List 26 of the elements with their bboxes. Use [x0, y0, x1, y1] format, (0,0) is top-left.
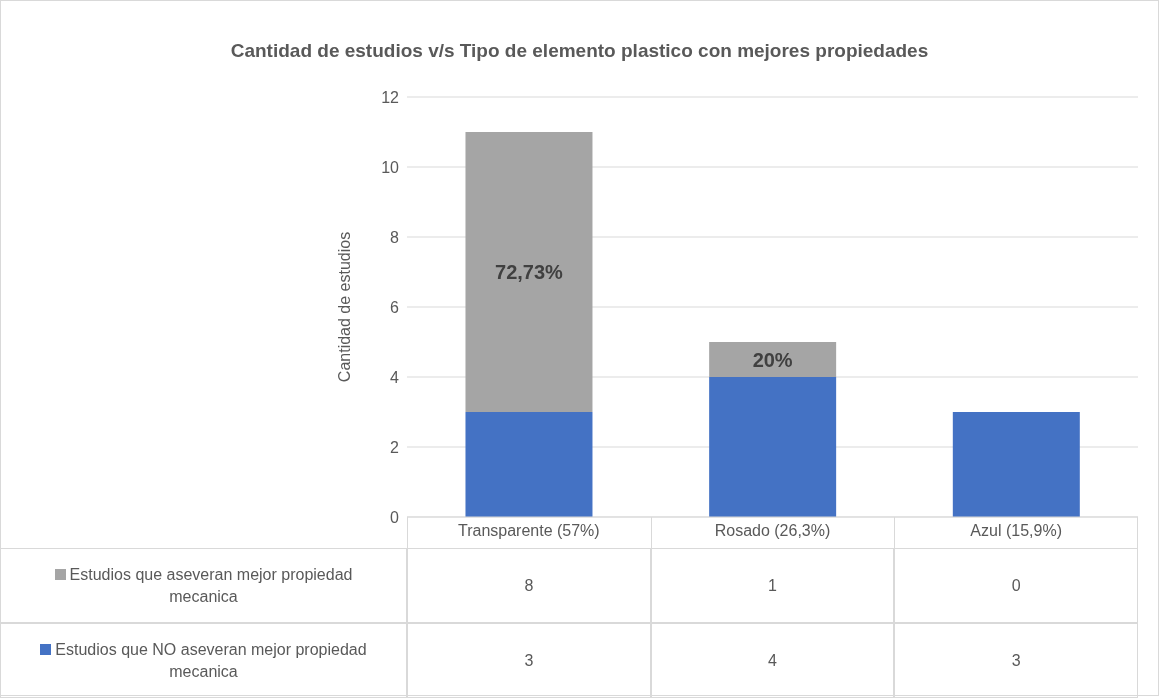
y-tick-label: 4 [390, 368, 400, 386]
y-tick-label: 0 [390, 508, 400, 526]
annotation: 72,73% [495, 261, 564, 284]
bar [952, 412, 1080, 517]
annotation: 20% [752, 348, 793, 371]
data-label: 1 [650, 548, 895, 623]
x-tick-label: Transparente (57%) [457, 522, 600, 540]
legend-label: Estudios que NO aseveran mejor propiedad mecanica [54, 639, 368, 682]
x-tick-label: Azul (15,9%) [970, 522, 1062, 540]
y-tick-label: 6 [390, 298, 400, 316]
x-tick-label: Rosado (26,3%) [714, 522, 831, 540]
chart-title: Cantidad de estudios v/s Tipo de elemento plastico con mejores propiedades [229, 40, 930, 62]
y-tick-label: 10 [381, 158, 400, 176]
y-axis-title: Cantidad de estudios [336, 231, 354, 383]
bar [465, 412, 593, 517]
data-label: 3 [894, 623, 1138, 698]
data-label: 0 [894, 548, 1138, 623]
y-tick-label: 12 [381, 88, 400, 106]
bar [709, 342, 837, 377]
y-tick-label: 8 [390, 228, 400, 246]
bar [465, 132, 593, 412]
data-label: 3 [407, 623, 651, 698]
legend-label: Estudios que aseveran mejor propiedad mecanica [68, 564, 354, 607]
bar [709, 377, 837, 517]
data-label: 4 [650, 623, 895, 698]
y-tick-label: 2 [390, 438, 400, 456]
